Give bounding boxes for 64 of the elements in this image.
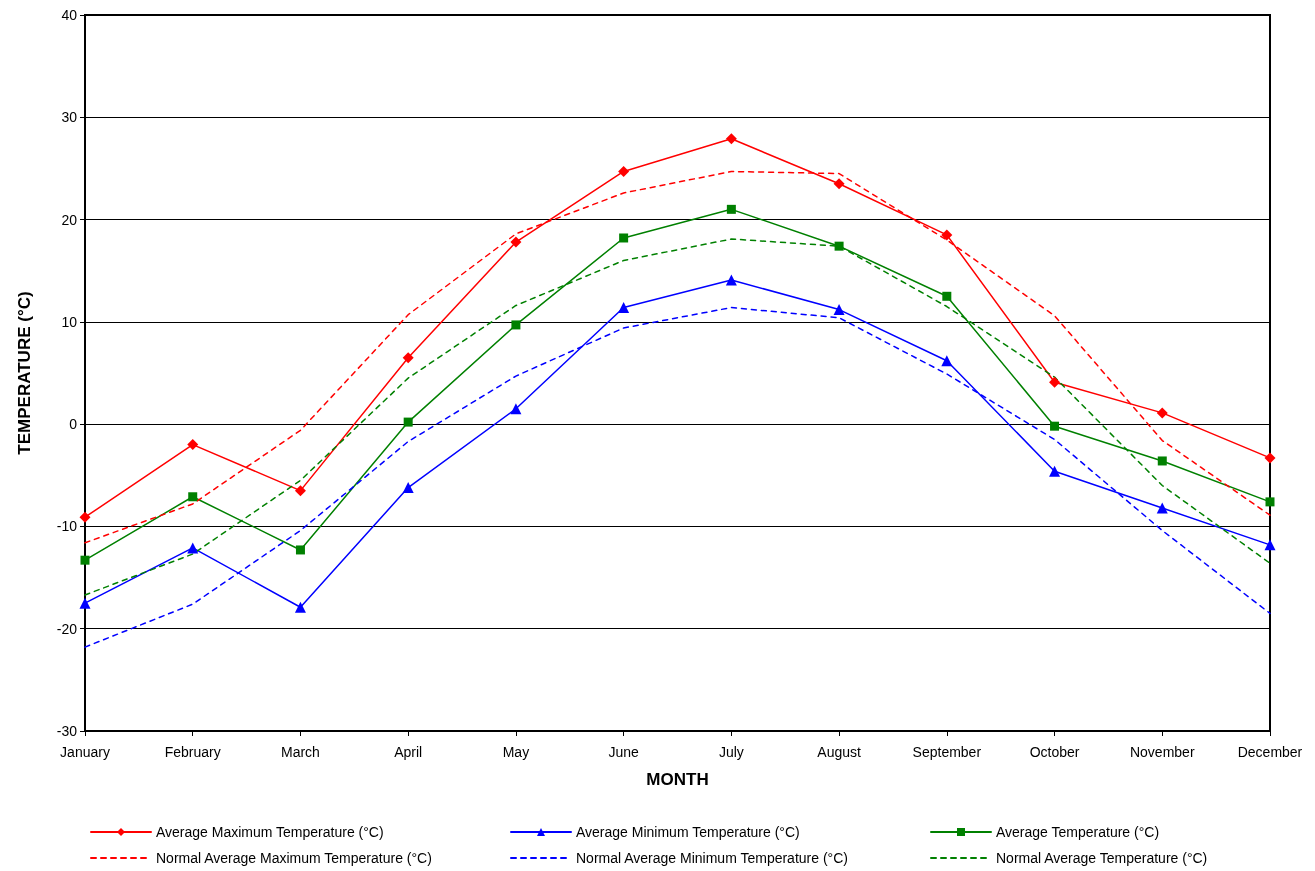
x-tick-label: March <box>281 744 320 760</box>
point <box>295 545 305 555</box>
point <box>1156 407 1168 419</box>
point <box>403 417 413 427</box>
legend-label: Normal Average Temperature (°C) <box>996 850 1208 866</box>
point <box>942 291 952 301</box>
point <box>1050 421 1060 431</box>
point <box>941 229 953 241</box>
point <box>833 304 845 316</box>
point <box>187 542 199 554</box>
point <box>79 511 91 523</box>
x-tick-label: January <box>60 744 110 760</box>
point <box>941 355 953 367</box>
point <box>1049 376 1061 388</box>
point <box>510 236 522 248</box>
x-tick-label: September <box>912 744 982 760</box>
x-axis-title: MONTH <box>646 770 709 789</box>
point <box>402 482 414 494</box>
legend-label: Average Maximum Temperature (°C) <box>156 824 384 840</box>
x-tick-label: July <box>718 744 744 760</box>
x-tick-label: May <box>502 744 530 760</box>
point <box>510 403 522 415</box>
y-tick-label: -20 <box>56 620 78 637</box>
y-tick-label: -10 <box>56 518 78 535</box>
x-tick-label: June <box>608 744 640 760</box>
x-tick-label: February <box>164 744 221 760</box>
point <box>1264 452 1276 464</box>
x-tick-label: October <box>1029 744 1080 760</box>
x-tick-label: December <box>1237 744 1303 760</box>
point <box>1157 456 1167 466</box>
x-tick-label: April <box>394 744 423 760</box>
point <box>726 204 736 214</box>
legend-label: Average Temperature (°C) <box>996 824 1160 840</box>
y-axis-title: TEMPERATURE (°C) <box>15 291 34 455</box>
point <box>80 555 90 565</box>
y-tick-label: -30 <box>56 723 78 739</box>
y-tick-label: 30 <box>61 109 78 126</box>
y-tick-label: 20 <box>61 211 78 228</box>
point <box>188 492 198 502</box>
point <box>725 133 737 145</box>
point <box>1265 497 1275 507</box>
point <box>1264 539 1276 551</box>
point <box>294 601 306 613</box>
point <box>833 178 845 190</box>
y-tick-label: 10 <box>61 313 78 330</box>
point <box>619 233 629 243</box>
point <box>402 352 414 364</box>
point <box>511 320 521 330</box>
x-tick-label: November <box>1129 744 1195 760</box>
point <box>187 439 199 451</box>
point <box>725 274 737 286</box>
x-tick-label: August <box>817 744 861 760</box>
y-tick-label: 0 <box>69 416 78 433</box>
legend-label: Average Minimum Temperature (°C) <box>576 824 800 840</box>
point <box>618 302 630 314</box>
point <box>1156 502 1168 514</box>
point <box>294 485 306 497</box>
point <box>834 241 844 251</box>
legend-label: Normal Average Minimum Temperature (°C) <box>576 850 848 866</box>
y-tick-label: 40 <box>61 7 78 23</box>
legend-label: Normal Average Maximum Temperature (°C) <box>156 850 432 866</box>
point <box>1049 465 1061 477</box>
point <box>618 166 630 177</box>
point <box>79 597 91 609</box>
